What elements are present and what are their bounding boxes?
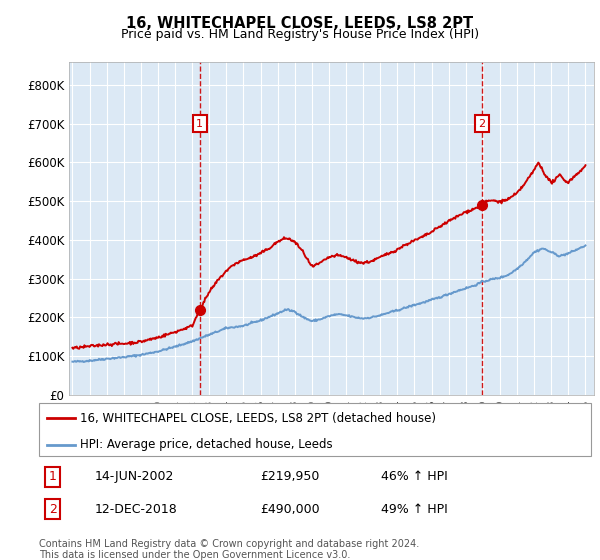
Text: 46% ↑ HPI: 46% ↑ HPI <box>381 470 448 483</box>
Text: 14-JUN-2002: 14-JUN-2002 <box>94 470 173 483</box>
Text: £490,000: £490,000 <box>260 502 319 516</box>
Text: 16, WHITECHAPEL CLOSE, LEEDS, LS8 2PT (detached house): 16, WHITECHAPEL CLOSE, LEEDS, LS8 2PT (d… <box>80 412 436 424</box>
Text: 49% ↑ HPI: 49% ↑ HPI <box>381 502 448 516</box>
Text: 16, WHITECHAPEL CLOSE, LEEDS, LS8 2PT: 16, WHITECHAPEL CLOSE, LEEDS, LS8 2PT <box>127 16 473 31</box>
Text: £219,950: £219,950 <box>260 470 319 483</box>
Text: HPI: Average price, detached house, Leeds: HPI: Average price, detached house, Leed… <box>80 438 333 451</box>
Text: Price paid vs. HM Land Registry's House Price Index (HPI): Price paid vs. HM Land Registry's House … <box>121 28 479 41</box>
FancyBboxPatch shape <box>39 403 591 456</box>
Text: Contains HM Land Registry data © Crown copyright and database right 2024.
This d: Contains HM Land Registry data © Crown c… <box>39 539 419 560</box>
Text: 1: 1 <box>196 119 203 129</box>
Text: 12-DEC-2018: 12-DEC-2018 <box>94 502 177 516</box>
Text: 1: 1 <box>49 470 57 483</box>
Text: 2: 2 <box>478 119 485 129</box>
Text: 2: 2 <box>49 502 57 516</box>
